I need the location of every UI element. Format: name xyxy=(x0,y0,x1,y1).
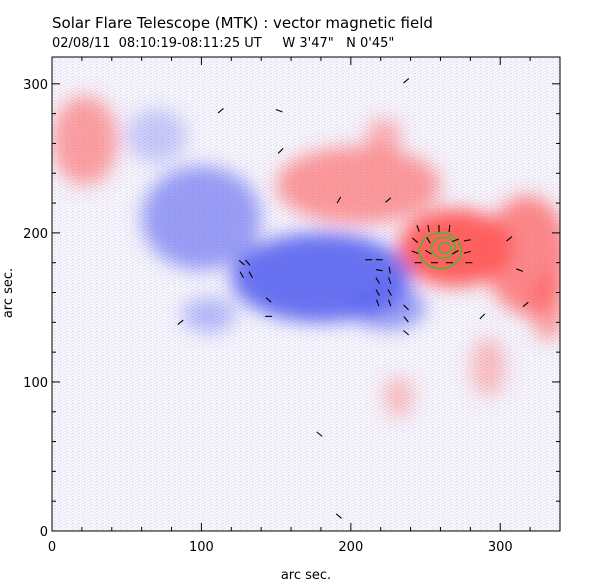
observation-info: 02/08/11 08:10:19-08:11:25 UT W 3'47" N … xyxy=(52,36,395,51)
field-vector xyxy=(376,299,380,307)
field-vector xyxy=(403,78,410,84)
field-vector xyxy=(177,319,184,325)
field-vector xyxy=(336,196,342,204)
field-contour xyxy=(438,241,452,254)
field-vector xyxy=(375,289,380,296)
field-vector xyxy=(265,297,272,303)
y-tick-label: 100 xyxy=(23,376,48,391)
field-vector xyxy=(463,250,471,254)
x-tick-label: 100 xyxy=(189,540,214,555)
field-vector xyxy=(217,107,224,114)
field-vector xyxy=(463,239,471,242)
field-vector xyxy=(451,238,459,243)
positive-polarity-region xyxy=(470,337,507,397)
field-vector xyxy=(403,304,409,311)
y-axis-label: arc sec. xyxy=(1,268,16,318)
field-vector xyxy=(375,269,383,272)
field-vector xyxy=(522,301,529,308)
field-vector xyxy=(516,268,524,272)
axis-ticks xyxy=(51,57,561,532)
y-tick-label: 300 xyxy=(23,78,48,93)
positive-polarity-region xyxy=(276,146,441,224)
x-tick-label: 200 xyxy=(338,540,363,555)
field-vector xyxy=(479,313,486,320)
negative-polarity-region xyxy=(141,165,262,271)
field-vector xyxy=(425,250,432,255)
field-vector xyxy=(245,259,251,266)
field-vector xyxy=(448,224,451,232)
chart-title: Solar Flare Telescope (MTK) : vector mag… xyxy=(52,14,433,32)
positive-polarity-region xyxy=(52,95,118,186)
field-vector xyxy=(388,266,391,274)
x-axis-label: arc sec. xyxy=(281,568,331,583)
transverse-field-vectors xyxy=(177,78,529,519)
plot-frame xyxy=(51,56,561,532)
y-tick-label: 200 xyxy=(23,227,48,242)
positive-polarity-region xyxy=(383,375,414,418)
field-vector xyxy=(427,224,430,232)
negative-polarity-region xyxy=(181,296,236,333)
x-tick-label: 0 xyxy=(48,540,56,555)
negative-polarity-region xyxy=(350,285,426,330)
field-vector xyxy=(277,148,284,154)
field-contour xyxy=(418,232,463,270)
y-tick-label: 0 xyxy=(40,525,48,540)
field-vector xyxy=(275,108,283,113)
field-vector xyxy=(238,260,245,266)
field-vector xyxy=(335,513,342,519)
field-vector xyxy=(387,299,392,307)
field-vector xyxy=(416,224,420,232)
positive-polarity-region xyxy=(530,274,560,341)
field-vector xyxy=(387,277,392,285)
field-contour xyxy=(430,236,457,259)
x-tick-label: 300 xyxy=(488,540,513,555)
positive-polarity-region xyxy=(365,118,402,154)
field-vector xyxy=(387,289,392,296)
field-vector xyxy=(452,250,459,255)
field-vector xyxy=(316,431,323,437)
field-vector xyxy=(375,277,380,284)
tick-labels: 0 100 200 300 0 100 200 300 xyxy=(23,78,512,555)
field-vector xyxy=(385,197,392,203)
field-vector xyxy=(412,237,419,244)
field-vector xyxy=(403,330,410,336)
field-vector xyxy=(248,271,253,278)
field-vector xyxy=(506,236,513,242)
field-vector xyxy=(411,250,419,254)
field-vector xyxy=(239,271,244,278)
negative-polarity-region xyxy=(126,109,187,163)
contours xyxy=(418,232,463,270)
field-vector xyxy=(426,237,431,244)
field-vector xyxy=(403,316,409,323)
